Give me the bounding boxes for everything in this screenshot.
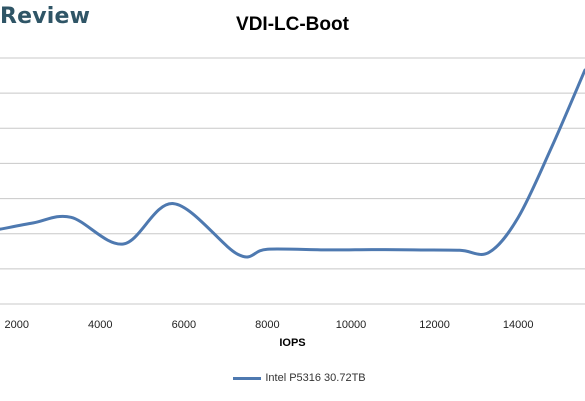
x-tick-label: 10000 xyxy=(336,319,367,331)
legend-label: Intel P5316 30.72TB xyxy=(265,372,366,384)
x-tick-label: 6000 xyxy=(172,319,196,331)
x-tick-label: 2000 xyxy=(4,319,28,331)
legend: Intel P5316 30.72TB xyxy=(0,372,585,384)
x-tick-label: 14000 xyxy=(503,319,534,331)
series-line-intel-p5316 xyxy=(0,68,585,259)
chart-title: VDI-LC-Boot xyxy=(236,14,349,35)
x-tick-label: 8000 xyxy=(255,319,279,331)
brand-logo-text: Review xyxy=(0,4,91,29)
x-tick-label: 4000 xyxy=(88,319,112,331)
x-axis-label: IOPS xyxy=(279,337,306,349)
chart-gridlines xyxy=(0,57,585,305)
x-axis-ticks: 2000 4000 6000 8000 10000 12000 14000 xyxy=(4,319,533,331)
legend-swatch xyxy=(233,376,262,380)
x-tick-label: 12000 xyxy=(419,319,450,331)
